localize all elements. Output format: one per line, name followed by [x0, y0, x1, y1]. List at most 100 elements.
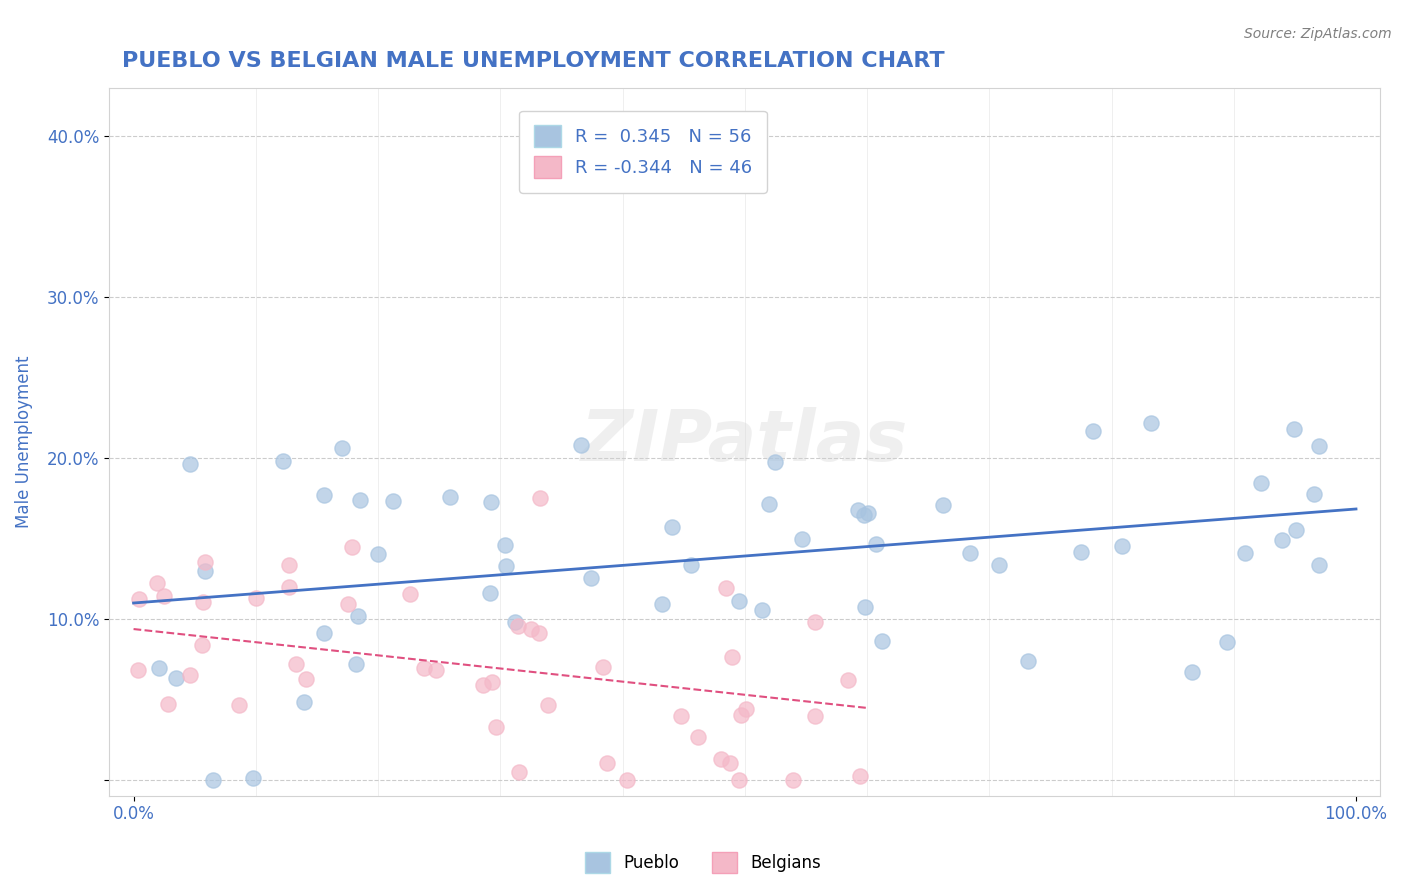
Point: [193, 595, 215, 609]
Point: [495, 559, 517, 574]
Point: [1181, 665, 1204, 680]
Point: [1070, 545, 1092, 559]
Point: [382, 493, 405, 508]
Point: [194, 555, 217, 569]
Point: [179, 457, 201, 471]
Point: [870, 634, 893, 648]
Point: [651, 597, 673, 611]
Point: [245, 591, 267, 605]
Point: [1216, 635, 1239, 649]
Point: [202, 772, 225, 787]
Point: [292, 694, 315, 708]
Point: [271, 454, 294, 468]
Point: [1234, 546, 1257, 560]
Point: [481, 675, 503, 690]
Point: [527, 626, 550, 640]
Point: [330, 441, 353, 455]
Point: [153, 589, 176, 603]
Point: [479, 495, 502, 509]
Legend: Pueblo, Belgians: Pueblo, Belgians: [578, 846, 828, 880]
Point: [849, 769, 872, 783]
Point: [425, 663, 447, 677]
Point: [295, 672, 318, 686]
Point: [671, 709, 693, 723]
Point: [508, 619, 530, 633]
Point: [277, 580, 299, 594]
Point: [763, 455, 786, 469]
Point: [340, 540, 363, 554]
Point: [336, 597, 359, 611]
Point: [228, 698, 250, 713]
Point: [716, 581, 738, 595]
Point: [1308, 439, 1330, 453]
Text: Source: ZipAtlas.com: Source: ZipAtlas.com: [1244, 27, 1392, 41]
Point: [616, 772, 638, 787]
Point: [537, 698, 560, 712]
Point: [1303, 486, 1326, 500]
Point: [148, 660, 170, 674]
Point: [472, 678, 495, 692]
Point: [865, 537, 887, 551]
Point: [858, 506, 880, 520]
Point: [837, 673, 859, 687]
Point: [128, 592, 150, 607]
Point: [285, 657, 308, 671]
Point: [758, 497, 780, 511]
Point: [145, 575, 167, 590]
Point: [710, 751, 733, 765]
Point: [782, 772, 804, 787]
Point: [127, 663, 149, 677]
Point: [735, 702, 758, 716]
Point: [853, 600, 876, 615]
Point: [751, 603, 773, 617]
Point: [367, 547, 389, 561]
Point: [314, 626, 336, 640]
Point: [344, 657, 367, 672]
Point: [728, 593, 751, 607]
Point: [1285, 524, 1308, 538]
Point: [1111, 539, 1133, 553]
Point: [508, 764, 530, 779]
Point: [790, 532, 813, 546]
Text: PUEBLO VS BELGIAN MALE UNEMPLOYMENT CORRELATION CHART: PUEBLO VS BELGIAN MALE UNEMPLOYMENT CORR…: [122, 51, 945, 70]
Point: [349, 493, 371, 508]
Point: [804, 615, 827, 629]
Point: [520, 622, 543, 636]
Point: [959, 546, 981, 560]
Point: [191, 639, 214, 653]
Point: [156, 697, 179, 711]
Point: [681, 558, 703, 572]
Point: [529, 491, 551, 506]
Point: [1017, 655, 1039, 669]
Point: [581, 570, 603, 584]
Point: [1083, 424, 1105, 438]
Point: [242, 771, 264, 785]
Point: [718, 756, 741, 771]
Point: [495, 538, 517, 552]
Point: [1308, 558, 1330, 572]
Point: [399, 587, 422, 601]
Y-axis label: Male Unemployment: Male Unemployment: [15, 355, 32, 528]
Point: [988, 558, 1011, 572]
Point: [932, 498, 955, 512]
Point: [853, 508, 876, 523]
Point: [346, 609, 368, 624]
Point: [503, 615, 526, 629]
Point: [165, 671, 187, 685]
Point: [1271, 533, 1294, 547]
Point: [314, 488, 336, 502]
Point: [439, 490, 461, 504]
Point: [804, 709, 827, 723]
Point: [592, 660, 614, 674]
Point: [1282, 422, 1305, 436]
Point: [179, 668, 201, 682]
Point: [728, 772, 751, 787]
Point: [688, 730, 710, 744]
Text: ZIPatlas: ZIPatlas: [581, 407, 908, 476]
Point: [595, 756, 617, 770]
Point: [1140, 416, 1163, 430]
Point: [846, 503, 869, 517]
Point: [721, 650, 744, 665]
Legend: R =  0.345   N = 56, R = -0.344   N = 46: R = 0.345 N = 56, R = -0.344 N = 46: [519, 111, 766, 193]
Point: [661, 520, 683, 534]
